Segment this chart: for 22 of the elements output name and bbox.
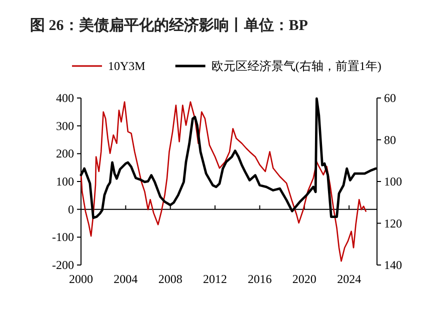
y2-tick-label: 140 — [384, 258, 402, 272]
legend-label: 10Y3M — [108, 59, 146, 73]
y-tick-label: -200 — [52, 258, 74, 272]
y-tick-label: 300 — [56, 118, 74, 133]
y2-tick-label: 100 — [384, 174, 402, 188]
y-tick-label: 0 — [68, 202, 74, 216]
x-tick-label: 2000 — [69, 272, 93, 286]
y2-tick-label: 60 — [384, 91, 396, 105]
y2-tick-label: 80 — [384, 132, 396, 147]
x-tick-label: 2024 — [337, 272, 362, 286]
x-tick-label: 2004 — [114, 272, 138, 286]
x-tick-label: 2016 — [248, 272, 272, 286]
x-tick-label: 2020 — [292, 272, 316, 286]
y2-tick-label: 120 — [384, 216, 402, 230]
y-tick-label: 100 — [56, 174, 74, 188]
chart-title: 图 26：美债扁平化的经济影响丨单位：BP — [30, 16, 308, 34]
y-tick-label: -100 — [52, 230, 74, 244]
y-tick-label: 200 — [56, 146, 74, 161]
legend-label: 欧元区经济景气(右轴，前置1年) — [211, 59, 382, 73]
y-tick-label: 400 — [56, 91, 74, 105]
x-tick-label: 2012 — [203, 272, 228, 286]
x-tick-label: 2008 — [158, 272, 182, 286]
